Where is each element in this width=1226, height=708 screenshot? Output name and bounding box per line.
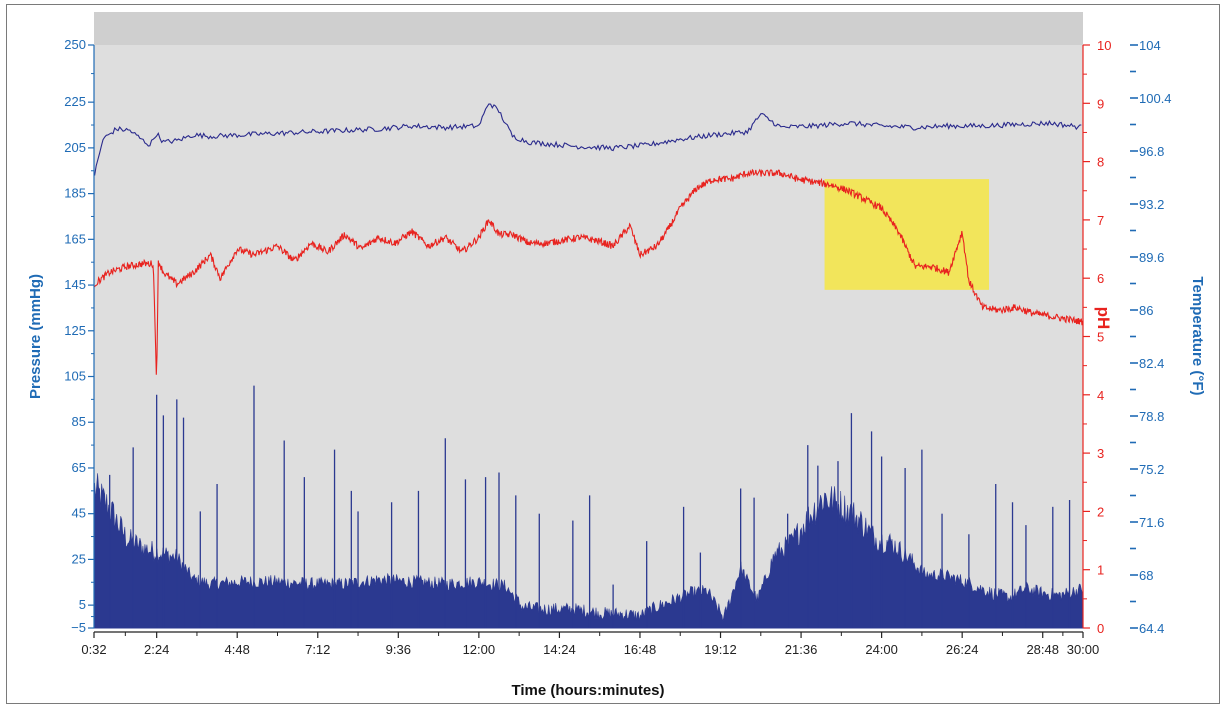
ph-tick-label: 7 <box>1097 213 1104 228</box>
pressure-tick-label: 125 <box>64 323 86 338</box>
pressure-tick-label: 250 <box>64 37 86 52</box>
x-tick-label: 4:48 <box>225 642 250 657</box>
x-tick-label: 30:00 <box>1067 642 1100 657</box>
ph-tick-label: 5 <box>1097 330 1104 345</box>
x-tick-label: 7:12 <box>305 642 330 657</box>
ph-tick-label: 8 <box>1097 155 1104 170</box>
x-tick-label: 2:24 <box>144 642 169 657</box>
plot-area <box>94 45 1083 628</box>
pressure-axis-title: Pressure (mmHg) <box>27 274 44 399</box>
pressure-tick-label: −5 <box>71 620 86 635</box>
pressure-tick-label: 185 <box>64 186 86 201</box>
temperature-axis-title: Temperature (°F) <box>1189 276 1206 395</box>
temperature-series <box>94 103 1082 176</box>
x-tick-label: 14:24 <box>543 642 576 657</box>
temperature-tick-label: 68 <box>1139 568 1153 583</box>
pressure-tick-label: 5 <box>79 597 86 612</box>
ph-tick-label: 4 <box>1097 388 1104 403</box>
temperature-tick-label: 89.6 <box>1139 250 1164 265</box>
ph-tick-label: 3 <box>1097 446 1104 461</box>
temperature-tick-label: 78.8 <box>1139 409 1164 424</box>
x-axis-title: Time (hours:minutes) <box>511 682 664 699</box>
x-tick-label: 12:00 <box>463 642 496 657</box>
highlight-region <box>824 179 990 290</box>
temperature-tick-label: 82.4 <box>1139 356 1164 371</box>
pressure-tick-label: 65 <box>72 460 86 475</box>
pressure-tick-label: 225 <box>64 94 86 109</box>
ph-tick-label: 2 <box>1097 504 1104 519</box>
pressure-tick-label: 205 <box>64 140 86 155</box>
x-tick-label: 21:36 <box>785 642 818 657</box>
pressure-tick-label: 85 <box>72 414 86 429</box>
x-tick-label: 0:32 <box>81 642 106 657</box>
ph-tick-label: 0 <box>1097 621 1104 636</box>
ph-line <box>94 168 1084 375</box>
x-tick-label: 28:48 <box>1026 642 1059 657</box>
x-tick-label: 16:48 <box>624 642 657 657</box>
x-tick-label: 24:00 <box>865 642 898 657</box>
pressure-tick-label: 105 <box>64 369 86 384</box>
pressure-tick-label: 25 <box>72 551 86 566</box>
pressure-tick-label: 45 <box>72 506 86 521</box>
top-band <box>94 12 1083 45</box>
x-tick-label: 19:12 <box>704 642 737 657</box>
temperature-tick-label: 64.4 <box>1139 621 1164 636</box>
temperature-line <box>94 103 1082 176</box>
temperature-tick-label: 100.4 <box>1139 91 1172 106</box>
x-tick-label: 9:36 <box>386 642 411 657</box>
pressure-tick-label: 145 <box>64 277 86 292</box>
ph-tick-label: 6 <box>1097 271 1104 286</box>
temperature-tick-label: 104 <box>1139 38 1161 53</box>
ph-tick-label: 9 <box>1097 96 1104 111</box>
ph-tick-label: 1 <box>1097 563 1104 578</box>
temperature-tick-label: 93.2 <box>1139 197 1164 212</box>
temperature-tick-label: 86 <box>1139 303 1153 318</box>
axes: 250225205185165145125105856545255−510987… <box>64 37 1171 657</box>
temperature-tick-label: 96.8 <box>1139 144 1164 159</box>
ph-tick-label: 10 <box>1097 38 1111 53</box>
temperature-tick-label: 71.6 <box>1139 515 1164 530</box>
pressure-tick-label: 165 <box>64 231 86 246</box>
ph-axis-title: pH <box>1094 307 1113 330</box>
pressure-spikes <box>109 385 1071 628</box>
x-tick-label: 26:24 <box>946 642 979 657</box>
ph-series <box>94 168 1084 375</box>
temperature-tick-label: 75.2 <box>1139 462 1164 477</box>
